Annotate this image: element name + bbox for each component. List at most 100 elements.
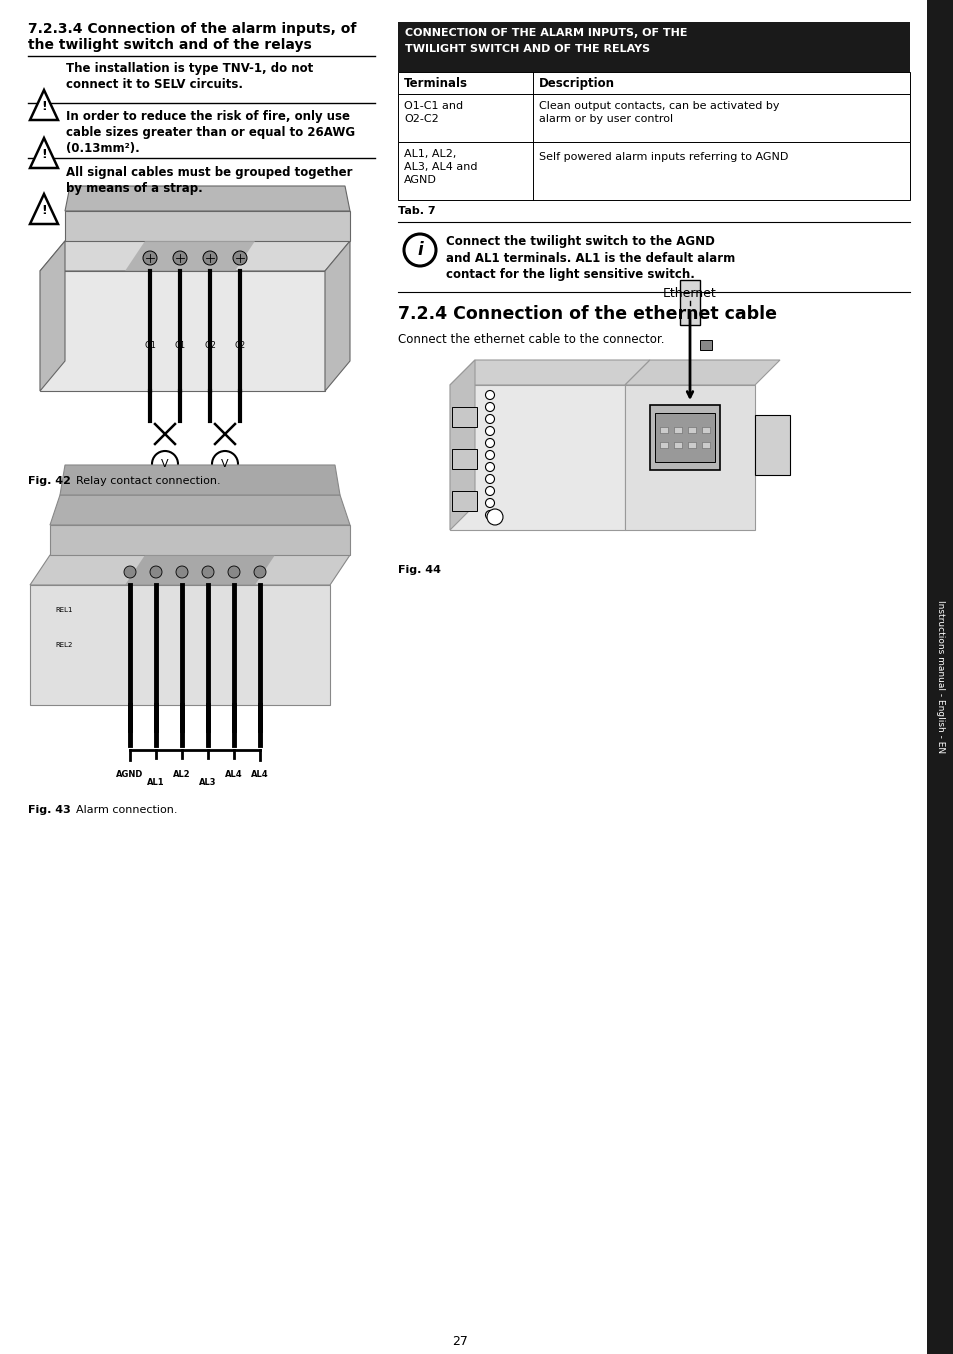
Text: the twilight switch and of the relays: the twilight switch and of the relays bbox=[28, 38, 312, 51]
Text: In order to reduce the risk of fire, only use
cable sizes greater than or equal : In order to reduce the risk of fire, onl… bbox=[66, 110, 355, 154]
Polygon shape bbox=[700, 340, 711, 349]
Polygon shape bbox=[30, 555, 350, 585]
Circle shape bbox=[486, 509, 502, 525]
Polygon shape bbox=[125, 241, 254, 271]
Text: Tab. 7: Tab. 7 bbox=[397, 206, 436, 217]
Circle shape bbox=[403, 234, 436, 265]
Text: Fig. 44: Fig. 44 bbox=[397, 565, 440, 575]
Circle shape bbox=[485, 451, 494, 459]
Circle shape bbox=[175, 566, 188, 578]
Text: Alarm connection.: Alarm connection. bbox=[76, 806, 177, 815]
Bar bbox=[397, 22, 909, 72]
Circle shape bbox=[152, 451, 178, 477]
Bar bbox=[673, 441, 681, 448]
Circle shape bbox=[485, 510, 494, 520]
Text: C1: C1 bbox=[174, 341, 186, 351]
Text: AL2: AL2 bbox=[173, 770, 191, 779]
Polygon shape bbox=[450, 360, 475, 529]
Polygon shape bbox=[450, 360, 649, 385]
Bar bbox=[397, 142, 909, 200]
Circle shape bbox=[150, 566, 162, 578]
Circle shape bbox=[228, 566, 240, 578]
Polygon shape bbox=[50, 496, 350, 525]
Text: AGND: AGND bbox=[116, 770, 144, 779]
Circle shape bbox=[172, 250, 187, 265]
Polygon shape bbox=[40, 271, 325, 391]
Text: V: V bbox=[161, 459, 169, 468]
Circle shape bbox=[485, 498, 494, 508]
Polygon shape bbox=[65, 185, 350, 211]
Circle shape bbox=[485, 486, 494, 496]
Circle shape bbox=[485, 414, 494, 424]
Text: The installation is type TNV-1, do not
connect it to SELV circuits.: The installation is type TNV-1, do not c… bbox=[66, 62, 313, 91]
Text: Ethernet: Ethernet bbox=[662, 287, 716, 301]
Text: Relay contact connection.: Relay contact connection. bbox=[76, 477, 220, 486]
Text: All signal cables must be grouped together
by means of a strap.: All signal cables must be grouped togeth… bbox=[66, 167, 352, 195]
Polygon shape bbox=[125, 555, 274, 585]
Text: O2: O2 bbox=[204, 341, 215, 351]
Text: REL1: REL1 bbox=[55, 607, 72, 613]
Polygon shape bbox=[40, 241, 350, 271]
Text: CONNECTION OF THE ALARM INPUTS, OF THE: CONNECTION OF THE ALARM INPUTS, OF THE bbox=[405, 28, 687, 38]
Circle shape bbox=[485, 474, 494, 483]
Polygon shape bbox=[450, 385, 624, 529]
Text: C2: C2 bbox=[234, 341, 245, 351]
Text: Description: Description bbox=[538, 77, 615, 89]
Bar bbox=[926, 0, 953, 1354]
Bar bbox=[701, 441, 709, 448]
Text: Fig. 43: Fig. 43 bbox=[28, 806, 71, 815]
Polygon shape bbox=[65, 211, 350, 241]
Polygon shape bbox=[624, 360, 780, 385]
Polygon shape bbox=[50, 525, 350, 555]
Circle shape bbox=[485, 439, 494, 448]
Circle shape bbox=[485, 427, 494, 436]
Text: !: ! bbox=[41, 204, 47, 217]
Text: AL1: AL1 bbox=[147, 779, 165, 787]
Bar bbox=[701, 427, 709, 433]
Bar bbox=[687, 427, 696, 433]
Polygon shape bbox=[30, 194, 58, 223]
Circle shape bbox=[253, 566, 266, 578]
Circle shape bbox=[485, 390, 494, 399]
Text: Connect the twilight switch to the AGND
and AL1 terminals. AL1 is the default al: Connect the twilight switch to the AGND … bbox=[446, 236, 735, 282]
Polygon shape bbox=[624, 385, 754, 529]
Text: AL4: AL4 bbox=[251, 770, 269, 779]
Text: Fig. 42: Fig. 42 bbox=[28, 477, 71, 486]
Text: O1: O1 bbox=[144, 341, 155, 351]
Circle shape bbox=[233, 250, 247, 265]
Bar bbox=[687, 441, 696, 448]
Text: Terminals: Terminals bbox=[403, 77, 468, 89]
Text: AL3: AL3 bbox=[199, 779, 216, 787]
Bar bbox=[754, 414, 789, 475]
Text: Clean output contacts, can be activated by
alarm or by user control: Clean output contacts, can be activated … bbox=[538, 102, 779, 125]
Bar bbox=[655, 413, 714, 462]
Text: i: i bbox=[416, 241, 422, 259]
Circle shape bbox=[143, 250, 157, 265]
Polygon shape bbox=[40, 241, 65, 391]
Bar bbox=[659, 427, 667, 433]
Bar bbox=[659, 441, 667, 448]
Bar bbox=[452, 492, 476, 510]
Text: REL2: REL2 bbox=[55, 642, 72, 649]
Text: Self powered alarm inputs referring to AGND: Self powered alarm inputs referring to A… bbox=[538, 152, 787, 162]
Circle shape bbox=[203, 250, 216, 265]
Circle shape bbox=[124, 566, 136, 578]
Bar bbox=[649, 405, 720, 470]
Text: !: ! bbox=[41, 148, 47, 161]
Text: Instructions manual - English - EN: Instructions manual - English - EN bbox=[935, 600, 944, 754]
Bar bbox=[673, 427, 681, 433]
Bar bbox=[397, 93, 909, 142]
Text: AL1, AL2,
AL3, AL4 and
AGND: AL1, AL2, AL3, AL4 and AGND bbox=[403, 149, 477, 185]
Circle shape bbox=[202, 566, 213, 578]
Text: Connect the ethernet cable to the connector.: Connect the ethernet cable to the connec… bbox=[397, 333, 664, 347]
Bar bbox=[452, 450, 476, 468]
Polygon shape bbox=[30, 89, 58, 121]
Bar bbox=[452, 408, 476, 427]
Text: TWILIGHT SWITCH AND OF THE RELAYS: TWILIGHT SWITCH AND OF THE RELAYS bbox=[405, 43, 649, 54]
Circle shape bbox=[485, 463, 494, 471]
Text: 7.2.4 Connection of the ethernet cable: 7.2.4 Connection of the ethernet cable bbox=[397, 305, 776, 324]
Circle shape bbox=[485, 402, 494, 412]
Polygon shape bbox=[325, 241, 350, 391]
Polygon shape bbox=[30, 585, 330, 705]
Polygon shape bbox=[60, 464, 339, 496]
